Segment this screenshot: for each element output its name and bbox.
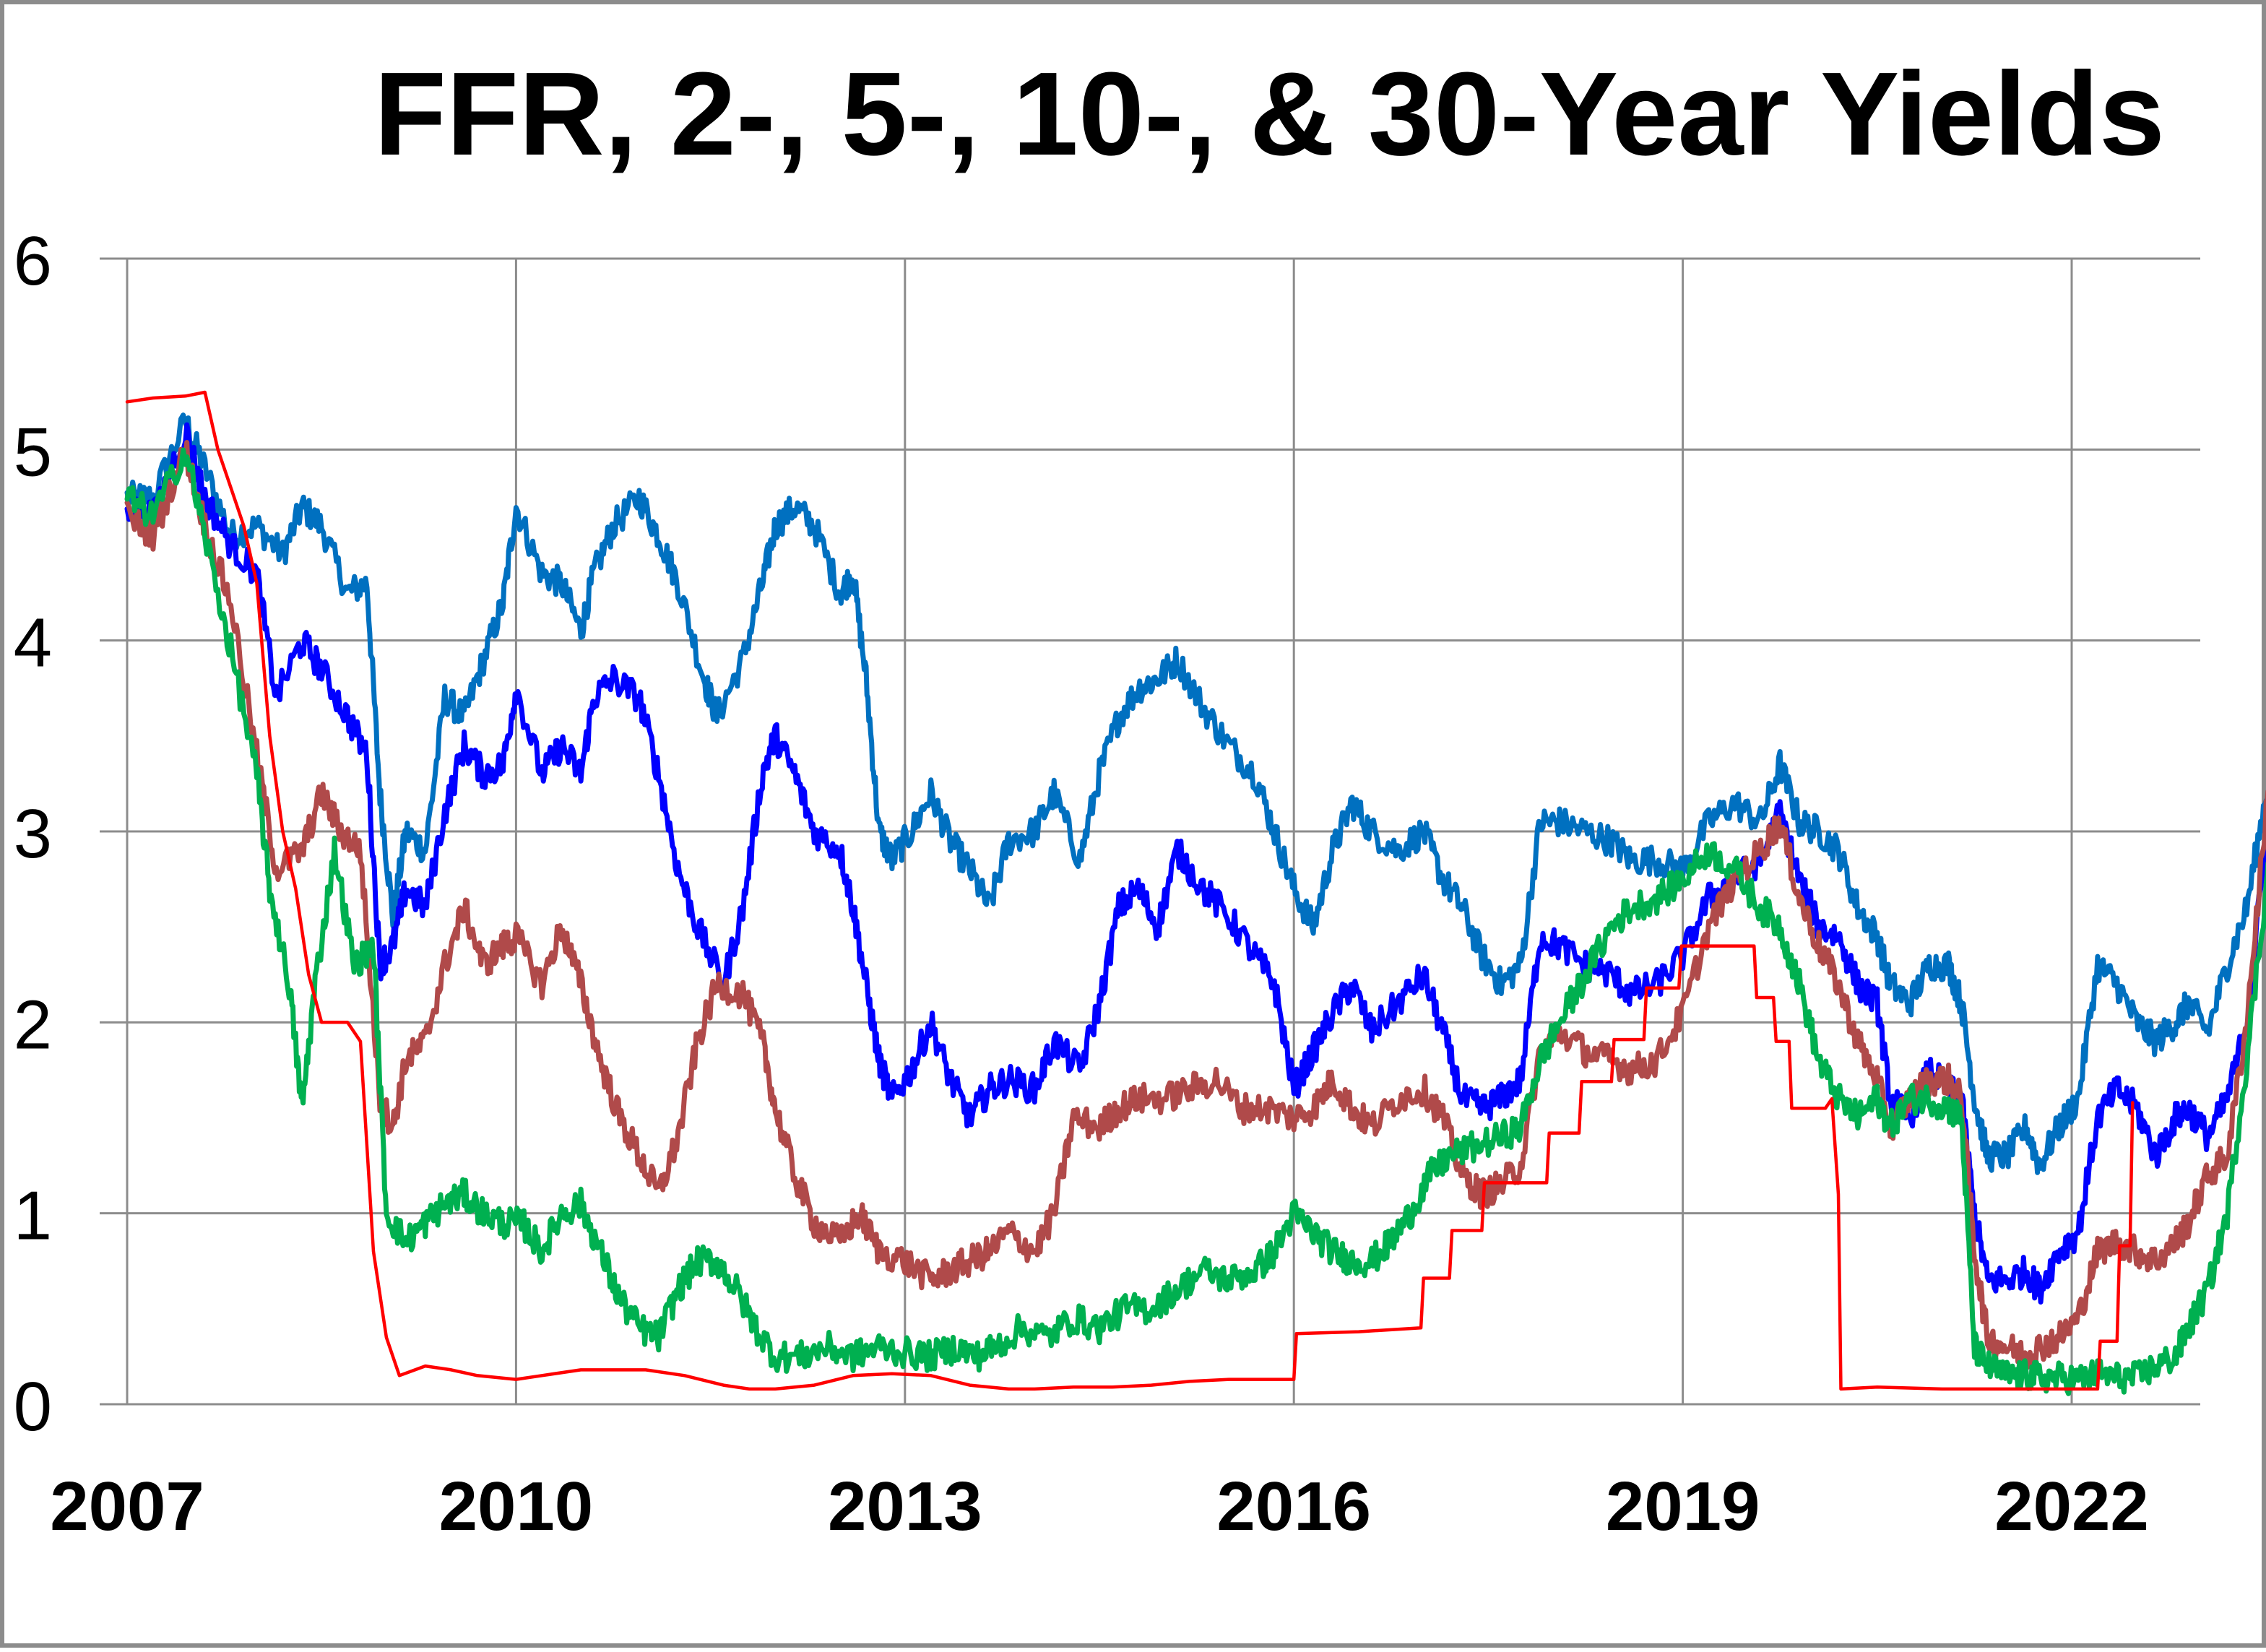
- series-line-4: [124, 447, 2266, 1396]
- series-line-1: [124, 412, 2266, 1175]
- x-tick-label: 2010: [439, 1468, 594, 1545]
- y-tick-label: 2: [14, 986, 52, 1063]
- y-tick-label: 3: [14, 795, 52, 873]
- series-line-2: [124, 422, 2266, 1305]
- y-tick-label: 1: [14, 1177, 52, 1255]
- chart-title: FFR, 2-, 5-, 10-, & 30-Year Yields: [373, 48, 2165, 180]
- series-line-3: [124, 440, 2266, 1370]
- x-tick-label: 2019: [1606, 1468, 1760, 1545]
- y-tick-label: 0: [14, 1368, 52, 1445]
- x-tick-label: 2013: [828, 1468, 982, 1545]
- x-tick-labels: 2007 2010 2013 2016 2019 2022: [50, 1468, 2149, 1545]
- y-tick-labels: 0 1 2 3 4 5 6: [14, 222, 52, 1445]
- series-lines: [124, 390, 2266, 1396]
- y-tick-label: 5: [14, 413, 52, 490]
- series-line-5: [125, 390, 2135, 1391]
- x-tick-label: 2007: [50, 1468, 204, 1545]
- y-tick-label: 4: [14, 605, 52, 682]
- y-tick-label: 6: [14, 222, 52, 300]
- x-tick-label: 2022: [1994, 1468, 2149, 1545]
- x-tick-label: 2016: [1216, 1468, 1371, 1545]
- line-chart: 0 1 2 3 4 5 6 2007 2010 2013 2016 2019 2022: [14, 222, 2266, 1545]
